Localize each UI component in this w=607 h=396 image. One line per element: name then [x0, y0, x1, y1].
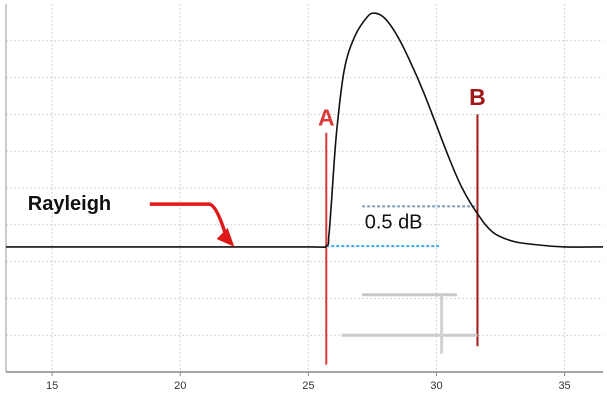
- marker-a-label: A: [318, 104, 335, 130]
- annotation-layer: Rayleigh: [28, 193, 235, 247]
- rayleigh-arrow-head: [216, 227, 235, 247]
- grid-layer: [6, 4, 603, 372]
- x-tick-label: 35: [558, 380, 570, 392]
- x-tick-label: 20: [174, 380, 186, 392]
- rayleigh-label: Rayleigh: [28, 193, 111, 215]
- rayleigh-arrow-shaft: [149, 202, 230, 242]
- series-line: [6, 12, 604, 248]
- level-layer: 0.5 dB: [326, 205, 478, 354]
- marker-b-label: B: [469, 84, 486, 110]
- difference-label: 0.5 dB: [365, 211, 423, 233]
- x-tick-label: 15: [46, 380, 58, 392]
- marker-layer: AB: [318, 84, 486, 365]
- x-tick-label: 30: [430, 380, 442, 392]
- x-tick-label: 25: [302, 380, 314, 392]
- series-layer: [6, 12, 604, 248]
- tick-layer: 15 20 25 30 35: [46, 372, 571, 392]
- frame-layer: [5, 4, 603, 373]
